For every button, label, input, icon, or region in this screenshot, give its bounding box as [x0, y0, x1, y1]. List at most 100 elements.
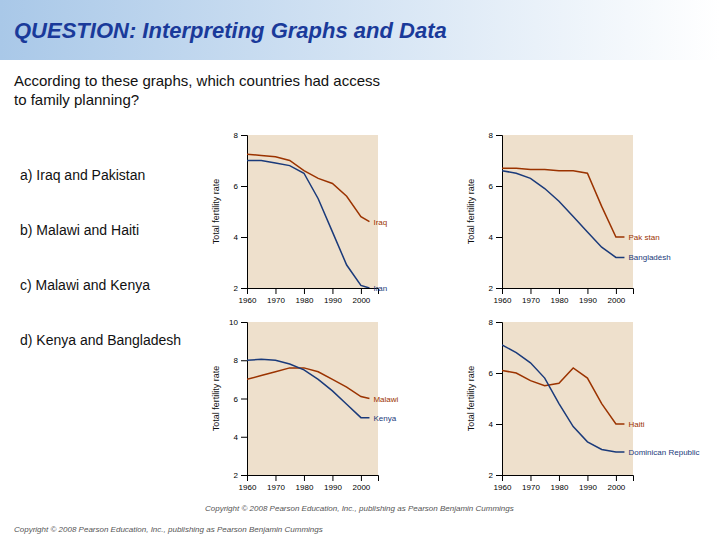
series-label: Pak stan — [628, 233, 659, 242]
x-tick: 2000 — [608, 288, 626, 305]
x-axis-line — [503, 476, 634, 482]
x-tick-mark — [587, 288, 588, 294]
y-axis-title: Total fertility rate — [211, 179, 221, 245]
x-tick-mark — [275, 475, 276, 481]
y-tick: 8 — [234, 356, 247, 365]
x-tick-label: 1960 — [239, 483, 257, 492]
x-tick: 2000 — [353, 475, 371, 492]
x-tick: 2000 — [608, 475, 626, 492]
x-tick: 1980 — [296, 475, 314, 492]
plot-area — [247, 154, 369, 288]
x-tick: 2000 — [353, 288, 371, 305]
x-axis: 1960 1970 1980 1990 2000 — [494, 288, 634, 305]
x-tick-label: 1980 — [296, 483, 314, 492]
x-axis: 1960 1970 1980 1990 2000 — [239, 288, 379, 305]
y-tick-label: 2 — [489, 471, 494, 480]
y-tick-label: 8 — [489, 318, 494, 327]
y-axis: 2468 — [234, 131, 248, 293]
x-tick: 1960 — [239, 475, 257, 492]
y-tick: 8 — [234, 131, 247, 140]
x-tick-mark — [332, 475, 333, 481]
x-tick-mark — [587, 475, 588, 481]
plot-area — [502, 168, 624, 257]
x-tick-label: 1960 — [494, 296, 512, 305]
series-label: Bangladésh — [628, 253, 670, 262]
y-tick: 2 — [234, 471, 247, 480]
y-tick: 6 — [489, 369, 502, 378]
x-tick-label: 1970 — [267, 483, 285, 492]
x-tick: 1990 — [579, 288, 597, 305]
x-tick: 1960 — [239, 288, 257, 305]
y-axis-line — [496, 136, 503, 289]
chart: 19601970198019902000246810Total fertilit… — [211, 318, 399, 492]
x-tick: 1980 — [551, 475, 569, 492]
plot-area — [502, 345, 624, 452]
copyright: Copyright © 2008 Pearson Education, Inc.… — [205, 504, 514, 513]
x-tick-label: 1990 — [579, 483, 597, 492]
x-tick-label: 1990 — [579, 296, 597, 305]
y-axis: 2 4 6 8 — [489, 318, 503, 480]
x-tick-mark — [361, 288, 362, 294]
y-tick: 8 — [489, 318, 502, 327]
y-tick-label: 6 — [489, 369, 494, 378]
y-tick-label: 6 — [234, 395, 239, 404]
y-tick-label: 8 — [234, 356, 239, 365]
x-tick-mark — [559, 288, 560, 294]
y-tick-mark — [241, 135, 247, 136]
bottom-copyright: Copyright © 2008 Pearson Education, Inc.… — [14, 525, 323, 534]
chart: 196019701980199020002468Total fertility … — [466, 318, 700, 492]
series-label: Haiti — [628, 420, 644, 429]
y-tick-mark — [496, 322, 502, 323]
series-line — [247, 154, 369, 222]
x-tick-mark — [616, 475, 617, 481]
x-axis: 19601970198019902000 — [494, 475, 634, 492]
y-tick-label: 4 — [234, 233, 239, 242]
y-tick: 10 — [229, 318, 247, 327]
y-tick-label: 6 — [489, 182, 494, 191]
x-tick: 1980 — [296, 288, 314, 305]
y-tick-mark — [241, 437, 247, 438]
choice: b) Malawi and Haiti — [20, 222, 139, 238]
x-tick-label: 1990 — [324, 296, 342, 305]
y-tick: 6 — [234, 395, 247, 404]
y-tick-mark — [241, 322, 247, 323]
page: QUESTION: Interpreting Graphs and DataAc… — [0, 0, 720, 540]
x-axis-line — [248, 289, 379, 295]
series-label: Dominican Republic — [628, 448, 699, 457]
x-tick-mark — [530, 475, 531, 481]
x-tick-mark — [530, 288, 531, 294]
choice: c) Malawi and Kenya — [20, 277, 150, 293]
plot-background — [502, 322, 633, 475]
x-tick-label: 1980 — [551, 483, 569, 492]
y-tick: 4 — [489, 233, 502, 242]
y-tick-mark — [496, 288, 502, 289]
x-tick: 1970 — [522, 288, 540, 305]
series-label: Malawi — [373, 395, 398, 404]
series-line — [502, 345, 624, 452]
x-tick-mark — [616, 288, 617, 294]
question: According to these graphs, which countri… — [14, 72, 380, 108]
x-tick: 1960 — [494, 475, 512, 492]
x-tick-mark — [332, 288, 333, 294]
x-tick-label: 2000 — [608, 483, 626, 492]
y-tick-mark — [496, 135, 502, 136]
x-tick-label: 1970 — [267, 296, 285, 305]
x-tick: 1970 — [267, 475, 285, 492]
x-tick-mark — [275, 288, 276, 294]
y-tick-mark — [241, 237, 247, 238]
y-tick-label: 10 — [229, 318, 238, 327]
y-tick: 2 — [234, 284, 247, 293]
plot-background — [247, 135, 378, 288]
y-tick-label: 4 — [234, 433, 239, 442]
y-tick-label: 2 — [489, 284, 494, 293]
x-tick-label: 1980 — [551, 296, 569, 305]
y-tick-mark — [241, 186, 247, 187]
plot-area — [247, 359, 369, 417]
x-tick-label: 1960 — [239, 296, 257, 305]
y-tick: 4 — [234, 233, 247, 242]
series-label: Iran — [373, 284, 387, 293]
chart: 196019701980199020002468Total fertility … — [466, 131, 671, 305]
y-tick-label: 4 — [489, 420, 494, 429]
y-axis-title: Total fertility rate — [466, 366, 476, 432]
y-axis: 2468 — [489, 131, 503, 293]
